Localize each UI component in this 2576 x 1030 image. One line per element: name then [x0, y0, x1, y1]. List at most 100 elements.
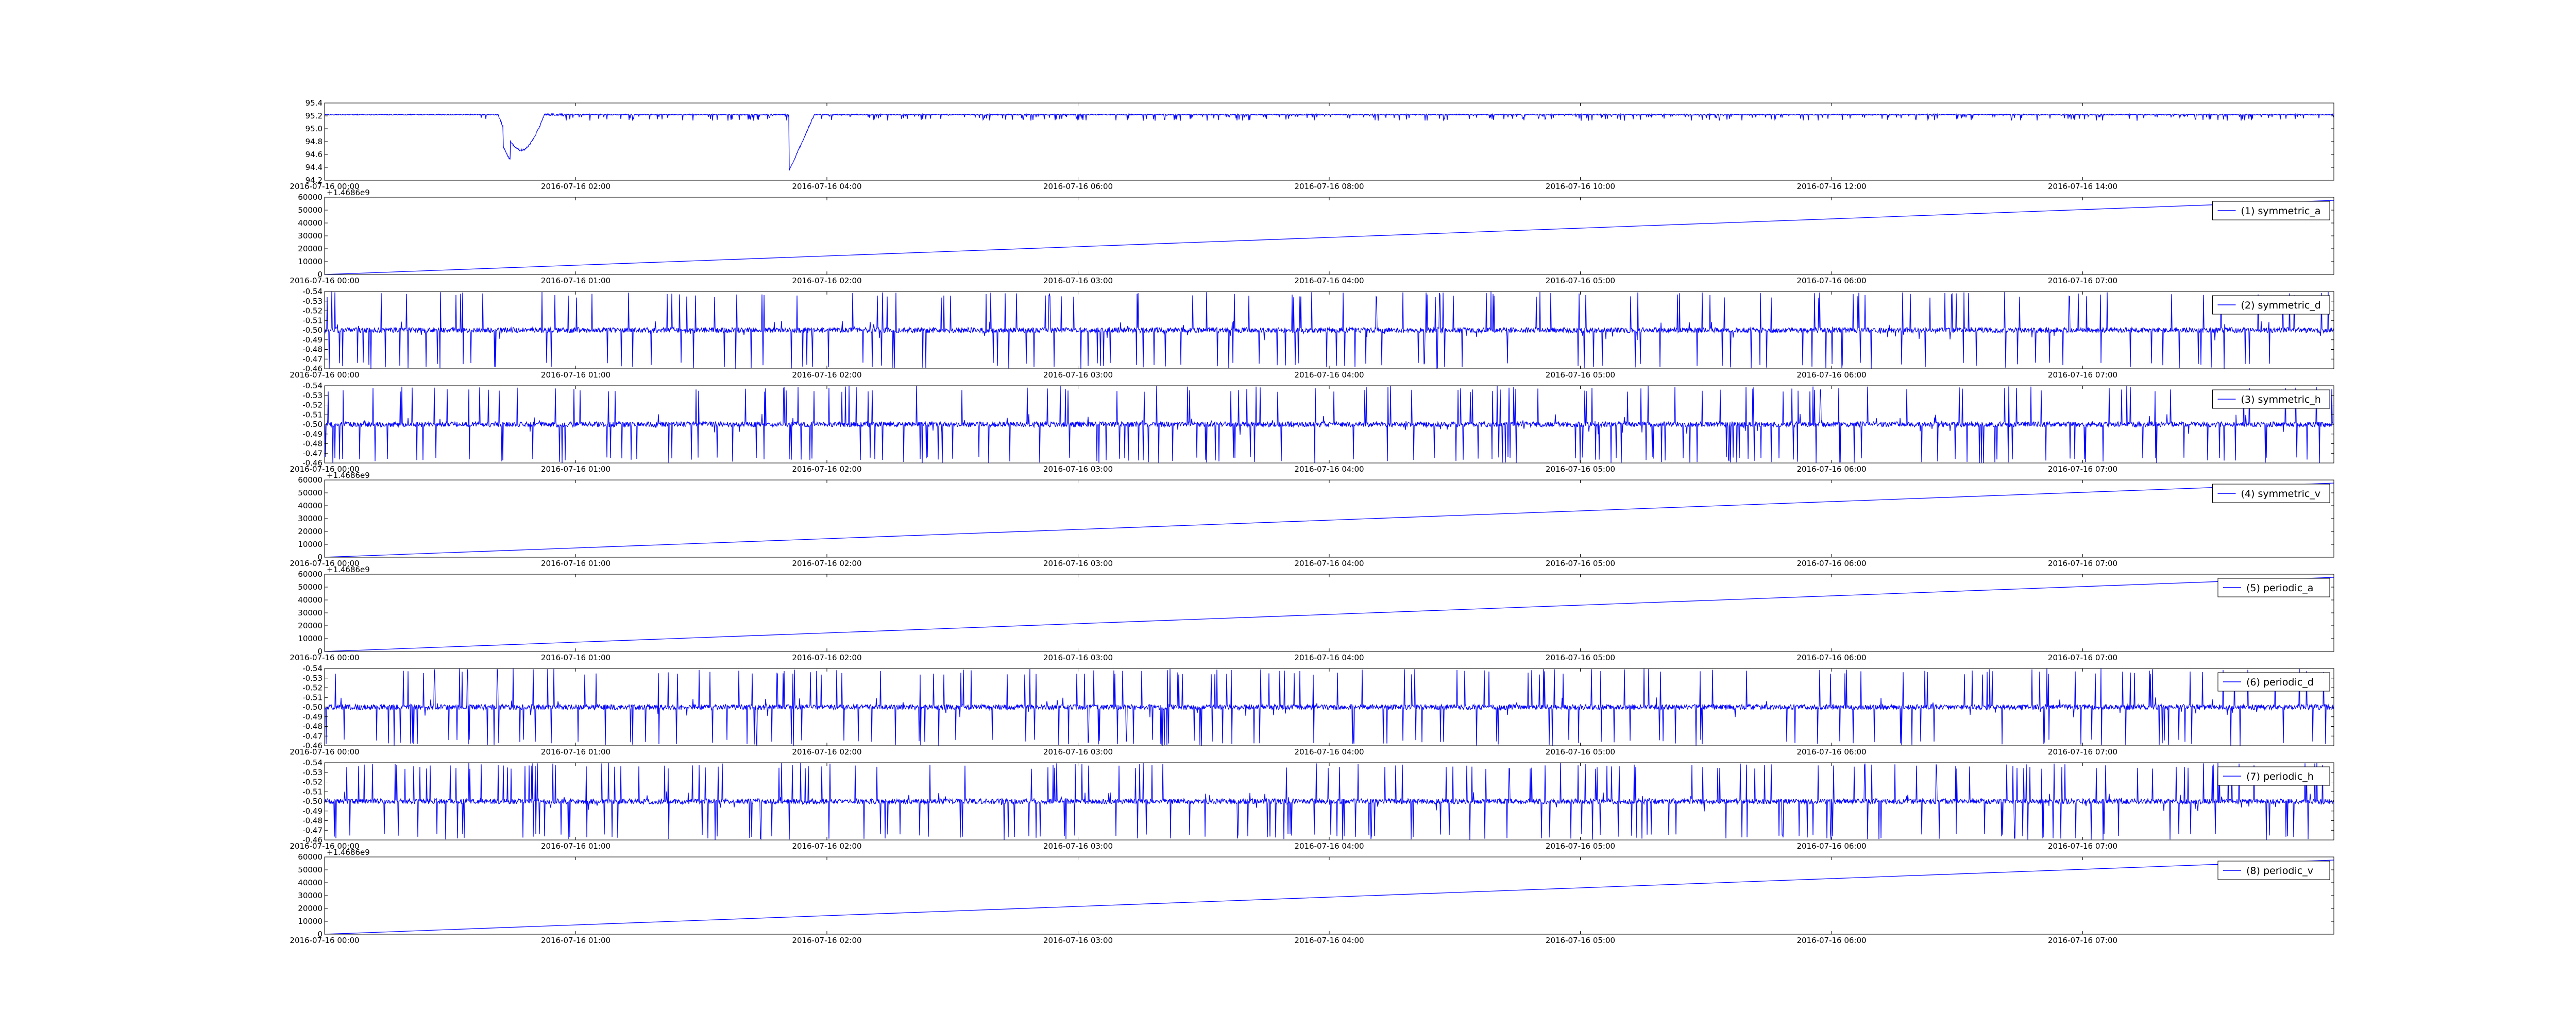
legend-label: (7) periodic_h — [2246, 771, 2314, 782]
subplot-7: -0.46-0.47-0.48-0.49-0.50-0.51-0.52-0.53… — [290, 758, 2334, 851]
y-tick-label: -0.47 — [302, 449, 323, 458]
series-line — [324, 200, 2334, 275]
x-tick-label: 2016-07-16 06:00 — [1797, 370, 1866, 380]
y-tick-label: -0.47 — [302, 354, 323, 364]
x-tick-label: 2016-07-16 04:00 — [1294, 747, 1364, 757]
x-tick-label: 2016-07-16 02:00 — [792, 276, 861, 285]
x-tick-label: 2016-07-16 07:00 — [2048, 747, 2117, 757]
subplot-8: 0 10000 20000 30000 40000 50000 60000 2016-07-1… — [290, 848, 2334, 945]
y-tick-label: 30000 — [298, 231, 323, 241]
y-tick-label: -0.46 — [302, 835, 323, 845]
y-tick-label: 10000 — [298, 634, 323, 643]
y-tick-label: 20000 — [298, 621, 323, 630]
x-tick-label: 2016-07-16 07:00 — [2048, 276, 2117, 285]
x-tick-label: 2016-07-16 05:00 — [1546, 465, 1615, 474]
y-tick-label: -0.49 — [302, 806, 323, 816]
y-tick-label: -0.48 — [302, 439, 323, 449]
y-tick-label: 10000 — [298, 917, 323, 926]
x-tick-label: 2016-07-16 05:00 — [1546, 747, 1615, 757]
y-tick-label: 94.6 — [306, 150, 323, 159]
y-tick-label: -0.54 — [302, 287, 323, 296]
x-tick-label: 2016-07-16 03:00 — [1043, 370, 1113, 380]
x-tick-label: 2016-07-16 08:00 — [1294, 182, 1364, 191]
y-tick-label: 50000 — [298, 865, 323, 874]
x-tick-label: 2016-07-16 06:00 — [1797, 276, 1866, 285]
y-tick-label: -0.51 — [302, 693, 323, 702]
y-tick-label: 40000 — [298, 595, 323, 605]
x-tick-label: 2016-07-16 01:00 — [541, 842, 611, 851]
y-tick-label: -0.52 — [302, 306, 323, 316]
y-tick-label: -0.50 — [302, 325, 323, 335]
x-tick-label: 2016-07-16 03:00 — [1043, 465, 1113, 474]
y-tick-label: -0.49 — [302, 430, 323, 439]
y-tick-label: -0.48 — [302, 816, 323, 826]
x-tick-label: 2016-07-16 04:00 — [1294, 842, 1364, 851]
x-tick-label: 2016-07-16 07:00 — [2048, 936, 2117, 945]
x-tick-label: 2016-07-16 00:00 — [290, 370, 359, 380]
x-tick-label: 2016-07-16 01:00 — [541, 276, 611, 285]
legend-box — [2217, 578, 2330, 597]
y-tick-label: 94.4 — [306, 163, 323, 172]
y-tick-label: -0.53 — [302, 391, 323, 400]
x-tick-label: 2016-07-16 01:00 — [541, 653, 611, 662]
subplot-5: 0 10000 20000 30000 40000 50000 60000 2016-07-1… — [290, 565, 2334, 662]
x-tick-label: 2016-07-16 06:00 — [1797, 936, 1866, 945]
series-line — [324, 386, 2334, 463]
y-tick-label: -0.46 — [302, 741, 323, 750]
legend-label: (5) periodic_a — [2246, 582, 2313, 594]
y-tick-label: -0.47 — [302, 826, 323, 835]
subplot-6: -0.46-0.47-0.48-0.49-0.50-0.51-0.52-0.53… — [290, 664, 2334, 757]
x-tick-label: 2016-07-16 03:00 — [1043, 276, 1113, 285]
series-line — [324, 577, 2334, 652]
x-tick-label: 2016-07-16 07:00 — [2048, 370, 2117, 380]
x-tick-label: 2016-07-16 02:00 — [792, 747, 861, 757]
y-tick-label: -0.50 — [302, 420, 323, 429]
x-tick-label: 2016-07-16 03:00 — [1043, 842, 1113, 851]
y-tick-label: 20000 — [298, 904, 323, 913]
y-tick-label: 0 — [317, 647, 323, 656]
x-tick-label: 2016-07-16 04:00 — [1294, 936, 1364, 945]
y-offset-label: +1.4686e9 — [327, 471, 370, 480]
x-tick-label: 2016-07-16 02:00 — [792, 465, 861, 474]
y-tick-label: -0.53 — [302, 674, 323, 683]
y-tick-label: 60000 — [298, 570, 323, 579]
y-tick-label: -0.54 — [302, 758, 323, 767]
y-tick-label: 30000 — [298, 608, 323, 617]
x-tick-label: 2016-07-16 00:00 — [290, 936, 359, 945]
y-offset-label: +1.4686e9 — [327, 565, 370, 574]
x-tick-label: 2016-07-16 12:00 — [1797, 182, 1866, 191]
legend-label: (4) symmetric_v — [2241, 488, 2321, 500]
y-tick-label: 40000 — [298, 501, 323, 510]
y-offset-label: +1.4686e9 — [327, 188, 370, 197]
y-tick-label: -0.52 — [302, 778, 323, 787]
x-tick-label: 2016-07-16 00:00 — [290, 842, 359, 851]
subplot-4: 0 10000 20000 30000 40000 50000 60000 2016-07-1… — [290, 471, 2334, 568]
y-tick-label: 95.4 — [306, 98, 323, 108]
series-line — [324, 763, 2334, 840]
x-tick-label: 2016-07-16 00:00 — [290, 276, 359, 285]
y-tick-label: -0.46 — [302, 364, 323, 373]
x-tick-label: 2016-07-16 01:00 — [541, 370, 611, 380]
x-tick-label: 2016-07-16 03:00 — [1043, 653, 1113, 662]
y-tick-label: 95.0 — [306, 124, 323, 133]
y-tick-label: -0.46 — [302, 458, 323, 468]
x-tick-label: 2016-07-16 05:00 — [1546, 936, 1615, 945]
y-tick-label: 50000 — [298, 488, 323, 497]
y-tick-label: -0.47 — [302, 731, 323, 741]
legend-label: (8) periodic_v — [2246, 865, 2313, 877]
x-tick-label: 2016-07-16 00:00 — [290, 465, 359, 474]
y-tick-label: -0.54 — [302, 664, 323, 673]
x-tick-label: 2016-07-16 00:00 — [290, 653, 359, 662]
x-tick-label: 2016-07-16 10:00 — [1546, 182, 1615, 191]
x-tick-label: 2016-07-16 04:00 — [1294, 653, 1364, 662]
legend-label: (6) periodic_d — [2246, 677, 2314, 688]
x-tick-label: 2016-07-16 00:00 — [290, 559, 359, 568]
x-tick-label: 2016-07-16 06:00 — [1043, 182, 1113, 191]
x-tick-label: 2016-07-16 04:00 — [1294, 276, 1364, 285]
x-tick-label: 2016-07-16 01:00 — [541, 465, 611, 474]
y-tick-label: -0.53 — [302, 768, 323, 777]
x-tick-label: 2016-07-16 06:00 — [1797, 559, 1866, 568]
x-tick-label: 2016-07-16 05:00 — [1546, 370, 1615, 380]
x-tick-label: 2016-07-16 04:00 — [1294, 465, 1364, 474]
